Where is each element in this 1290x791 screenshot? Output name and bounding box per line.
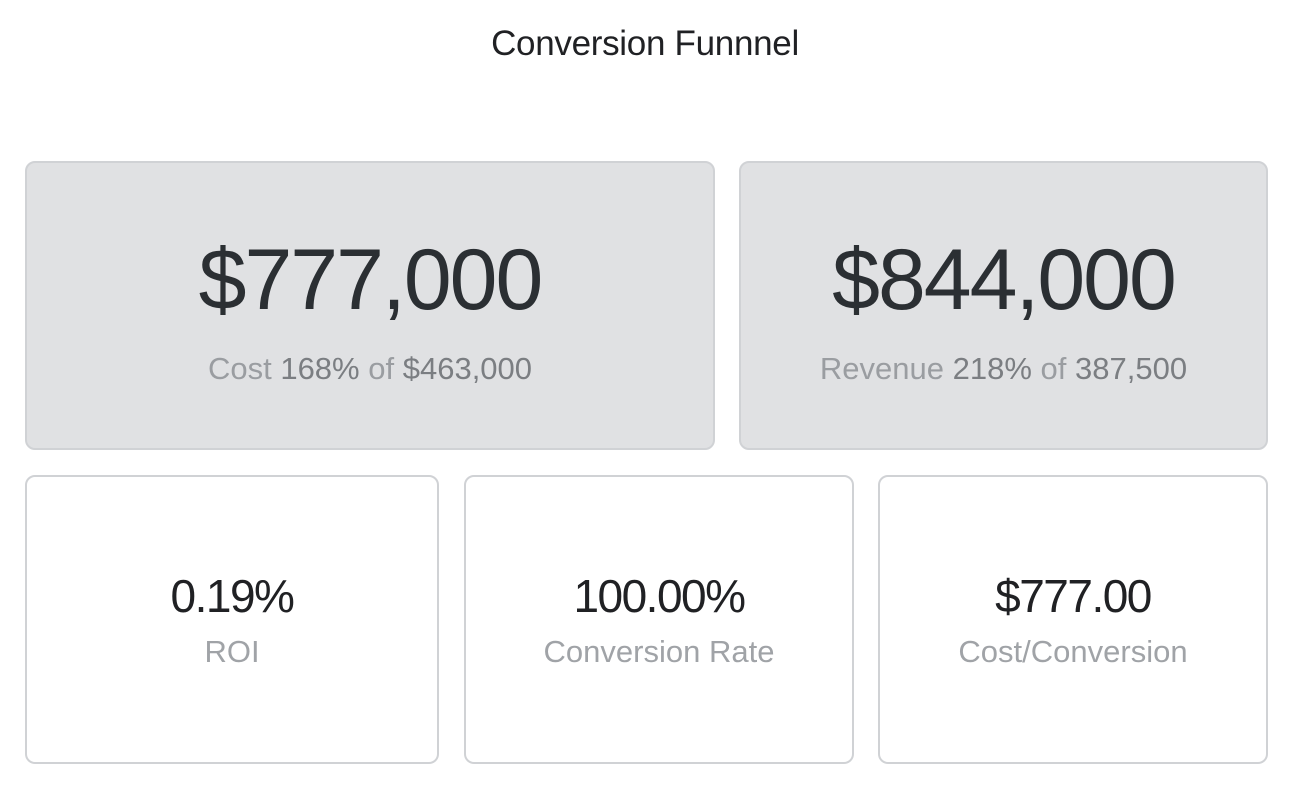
cost-per-conversion-card: $777.00 Cost/Conversion xyxy=(878,475,1268,764)
cost-subtitle: Cost 168% of $463,000 xyxy=(208,350,532,388)
roi-label: ROI xyxy=(204,633,260,669)
revenue-target: 387,500 xyxy=(1075,350,1188,386)
cost-percent: 168% xyxy=(280,350,360,386)
revenue-percent: 218% xyxy=(952,350,1032,386)
revenue-subtitle: Revenue 218% of 387,500 xyxy=(820,350,1187,388)
cost-per-conversion-value: $777.00 xyxy=(995,569,1152,622)
roi-card: 0.19% ROI xyxy=(25,475,439,764)
revenue-label: Revenue xyxy=(819,350,944,386)
cost-value: $777,000 xyxy=(198,231,544,328)
conversion-rate-card: 100.00% Conversion Rate xyxy=(464,475,854,764)
cost-of-word: of xyxy=(368,350,395,386)
cost-label: Cost xyxy=(207,350,272,386)
cost-card: $777,000 Cost 168% of $463,000 xyxy=(25,161,715,450)
revenue-value: $844,000 xyxy=(832,231,1177,328)
revenue-of-word: of xyxy=(1040,350,1067,386)
cost-per-conversion-label: Cost/Conversion xyxy=(958,633,1188,669)
roi-value: 0.19% xyxy=(170,569,295,622)
conversion-rate-value: 100.00% xyxy=(573,569,746,622)
revenue-card: $844,000 Revenue 218% of 387,500 xyxy=(739,161,1268,450)
cost-target: $463,000 xyxy=(402,350,533,386)
conversion-rate-label: Conversion Rate xyxy=(543,633,775,669)
page-title: Conversion Funnnel xyxy=(491,24,799,63)
